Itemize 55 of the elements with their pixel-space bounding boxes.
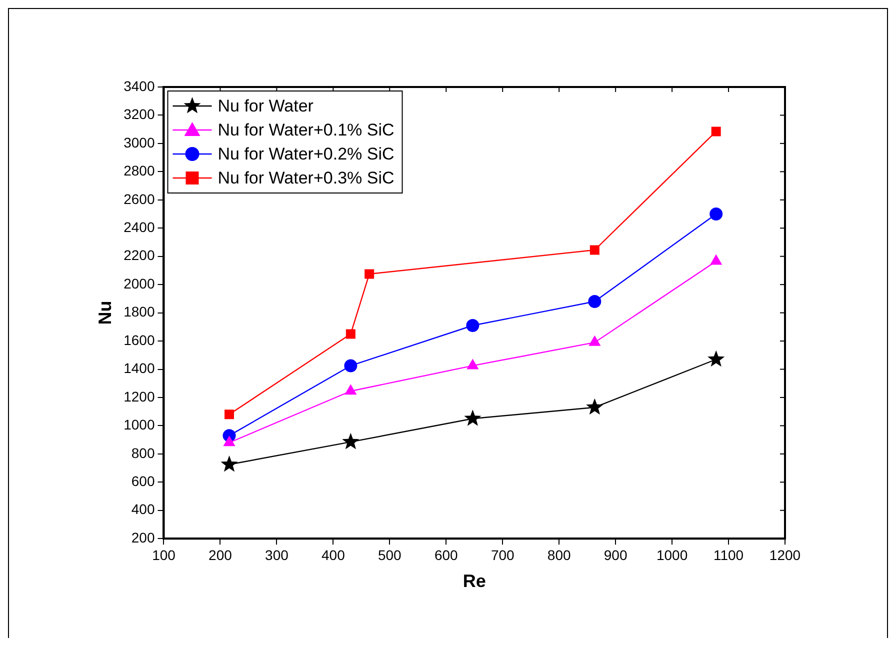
y-axis-title: Nu <box>94 300 115 325</box>
legend-label: Nu for Water+0.1% SiC <box>218 120 394 140</box>
point <box>710 254 722 265</box>
point <box>710 208 723 221</box>
y-tick-label: 2200 <box>124 247 155 264</box>
legend-label: Nu for Water <box>218 96 314 116</box>
point <box>346 329 356 339</box>
y-tick-label: 1800 <box>124 304 155 320</box>
point <box>464 410 482 426</box>
legend-label: Nu for Water+0.2% SiC <box>218 144 394 164</box>
y-tick-label: 1400 <box>124 360 155 376</box>
point <box>364 269 374 279</box>
point <box>344 359 358 372</box>
x-tick-label: 100 <box>152 546 176 563</box>
point <box>342 432 360 450</box>
point <box>711 126 721 136</box>
x-tick-label: 1000 <box>656 546 688 563</box>
point <box>220 456 238 472</box>
point <box>344 384 356 395</box>
y-tick-label: 1200 <box>124 388 155 404</box>
x-tick-label: 900 <box>604 546 628 563</box>
x-tick-label: 1100 <box>713 546 744 563</box>
y-tick-label: 400 <box>131 501 155 518</box>
y-tick-label: 200 <box>131 529 155 546</box>
point <box>466 359 478 370</box>
y-tick-label: 2000 <box>124 275 155 292</box>
point <box>588 336 600 346</box>
y-tick-label: 800 <box>131 444 155 461</box>
y-tick-label: 2600 <box>124 190 155 207</box>
y-tick-label: 2400 <box>124 218 155 235</box>
x-tick-label: 500 <box>378 546 402 563</box>
y-tick-label: 600 <box>131 473 155 490</box>
y-tick-label: 1600 <box>124 332 155 348</box>
point <box>466 319 480 332</box>
legend-label: Nu for Water+0.3% SiC <box>218 168 394 188</box>
y-tick-label: 3200 <box>124 106 155 122</box>
x-tick-label: 300 <box>265 546 289 563</box>
x-tick-label: 1200 <box>769 546 801 563</box>
point <box>224 436 235 446</box>
point <box>590 245 600 255</box>
y-tick-label: 2800 <box>124 162 155 179</box>
x-tick-label: 400 <box>322 546 346 563</box>
y-tick-label: 3000 <box>124 134 155 150</box>
x-tick-label: 800 <box>547 546 571 563</box>
y-tick-label: 1000 <box>124 416 155 433</box>
point <box>586 398 604 415</box>
point <box>588 295 602 308</box>
y-tick-label: 3400 <box>124 78 155 94</box>
page-frame: Re Nu 100 200 300 400 500 600 700 800 900 1000 1100 1200 200 400 600 800 1000 1200 1400 1600 1800 2000 2200 2400 2600 2800 3000 3200 3400 Nu for Water Nu for Water+0.1% SiC Nu for Water+0.2% SiC Nu for Water+0.3% SiC <box>8 8 888 638</box>
x-tick-label: 200 <box>208 546 232 563</box>
point <box>708 350 725 367</box>
x-tick-label: 700 <box>490 546 515 563</box>
point <box>224 410 234 420</box>
x-axis-title: Re <box>462 571 486 592</box>
x-tick-label: 600 <box>434 546 458 563</box>
